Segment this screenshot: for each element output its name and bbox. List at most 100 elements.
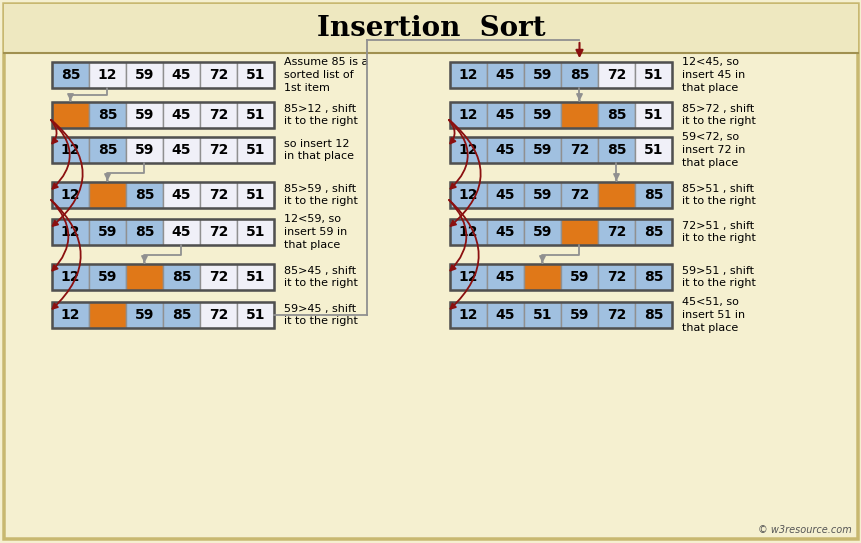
Bar — [635, 137, 672, 163]
Text: 85>12 , shift
it to the right: 85>12 , shift it to the right — [283, 104, 357, 127]
Bar — [449, 137, 486, 163]
Bar — [89, 219, 126, 245]
Bar — [89, 102, 126, 128]
Bar — [598, 102, 635, 128]
Text: 12: 12 — [458, 225, 478, 239]
Text: 59: 59 — [134, 143, 154, 157]
Bar — [523, 182, 561, 208]
Text: 12: 12 — [458, 308, 478, 322]
Text: 51: 51 — [245, 68, 265, 82]
Bar — [89, 302, 126, 328]
Text: 72: 72 — [606, 68, 625, 82]
Bar — [486, 102, 523, 128]
Text: 85: 85 — [606, 108, 626, 122]
Bar — [89, 137, 126, 163]
Bar — [237, 137, 274, 163]
Bar — [126, 219, 163, 245]
Bar — [89, 182, 126, 208]
Bar — [126, 302, 163, 328]
Text: 59: 59 — [532, 143, 552, 157]
Bar — [52, 182, 274, 208]
Text: 85: 85 — [643, 225, 662, 239]
Bar — [635, 264, 672, 290]
Bar — [486, 137, 523, 163]
Bar — [486, 302, 523, 328]
Text: 85: 85 — [569, 68, 589, 82]
Text: 59<72, so
insert 72 in
that place: 59<72, so insert 72 in that place — [681, 132, 745, 168]
Bar — [237, 219, 274, 245]
Text: 72: 72 — [606, 308, 625, 322]
Bar — [52, 264, 89, 290]
Bar — [163, 182, 200, 208]
Text: 72: 72 — [606, 225, 625, 239]
Bar — [126, 264, 163, 290]
Bar — [486, 219, 523, 245]
Bar — [200, 182, 237, 208]
Text: 59: 59 — [569, 308, 589, 322]
Bar — [52, 264, 274, 290]
Text: 85: 85 — [134, 188, 154, 202]
Text: 51: 51 — [245, 308, 265, 322]
Bar — [449, 62, 486, 88]
Text: 59: 59 — [569, 270, 589, 284]
Text: 51: 51 — [245, 108, 265, 122]
Bar — [635, 62, 672, 88]
Text: 45: 45 — [495, 143, 515, 157]
Bar — [52, 219, 89, 245]
Text: 12: 12 — [60, 308, 80, 322]
Text: © w3resource.com: © w3resource.com — [758, 525, 851, 535]
Bar — [561, 219, 598, 245]
Text: 85: 85 — [643, 270, 662, 284]
Bar — [52, 62, 89, 88]
Bar — [237, 62, 274, 88]
Text: 51: 51 — [245, 143, 265, 157]
Bar — [449, 102, 486, 128]
Bar — [163, 102, 200, 128]
Text: 85: 85 — [606, 143, 626, 157]
Bar — [52, 302, 274, 328]
Bar — [126, 62, 163, 88]
Bar — [52, 219, 274, 245]
Bar — [449, 182, 672, 208]
Bar — [449, 62, 672, 88]
Text: Insertion  Sort: Insertion Sort — [316, 15, 545, 41]
Text: 59: 59 — [532, 225, 552, 239]
Bar — [200, 219, 237, 245]
Text: 85>72 , shift
it to the right: 85>72 , shift it to the right — [681, 104, 755, 127]
Text: 51: 51 — [532, 308, 552, 322]
FancyBboxPatch shape — [4, 4, 857, 539]
Bar — [635, 302, 672, 328]
Bar — [449, 264, 486, 290]
Bar — [52, 302, 89, 328]
Bar — [52, 102, 274, 128]
Text: 45: 45 — [171, 143, 191, 157]
Text: 12: 12 — [60, 188, 80, 202]
Bar — [635, 182, 672, 208]
Bar — [126, 102, 163, 128]
Text: 59: 59 — [97, 270, 117, 284]
Text: 85: 85 — [97, 143, 117, 157]
Text: 45: 45 — [495, 108, 515, 122]
Text: 51: 51 — [245, 225, 265, 239]
Bar — [523, 62, 561, 88]
Bar — [52, 102, 89, 128]
Bar — [52, 62, 274, 88]
Text: 51: 51 — [643, 68, 662, 82]
Text: 12: 12 — [458, 68, 478, 82]
Text: 12: 12 — [97, 68, 117, 82]
Text: 72: 72 — [569, 188, 589, 202]
Text: 12: 12 — [458, 270, 478, 284]
Text: 85: 85 — [60, 68, 80, 82]
Text: 45: 45 — [495, 270, 515, 284]
Text: 51: 51 — [643, 108, 662, 122]
Bar — [598, 302, 635, 328]
Text: 51: 51 — [245, 270, 265, 284]
Text: 85: 85 — [643, 308, 662, 322]
Bar — [486, 264, 523, 290]
Text: 59: 59 — [532, 68, 552, 82]
Text: 72: 72 — [569, 143, 589, 157]
Text: 45: 45 — [495, 188, 515, 202]
Bar — [523, 102, 561, 128]
Text: 85: 85 — [134, 225, 154, 239]
Text: 72: 72 — [208, 308, 228, 322]
